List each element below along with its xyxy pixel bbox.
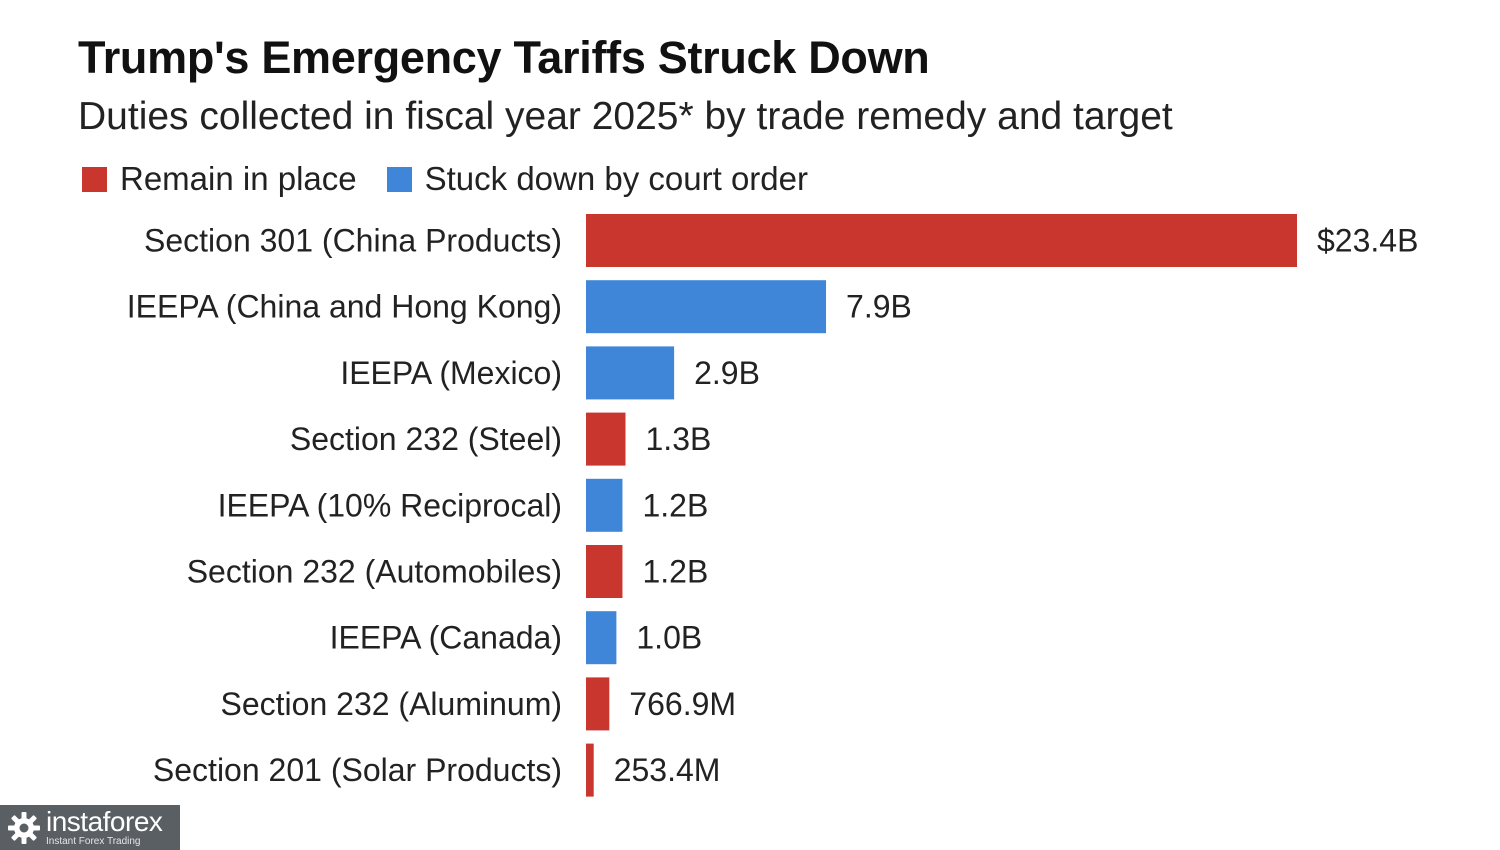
bar: [586, 412, 626, 466]
value-label: $23.4B: [1317, 223, 1418, 259]
category-label: IEEPA (10% Reciprocal): [218, 487, 562, 523]
bar: [586, 280, 827, 334]
value-label: 1.2B: [642, 487, 708, 523]
bar: [586, 677, 610, 731]
bar: [586, 611, 617, 665]
category-label: Section 232 (Automobiles): [187, 554, 562, 590]
legend-label-struck: Stuck down by court order: [424, 160, 808, 197]
value-label: 1.3B: [646, 421, 712, 457]
bar: [586, 478, 623, 532]
category-label: IEEPA (Mexico): [340, 355, 562, 391]
legend-item-remain: Remain in place: [82, 160, 357, 198]
category-label: Section 301 (China Products): [144, 223, 562, 259]
value-label: 253.4M: [614, 752, 721, 788]
category-label: IEEPA (China and Hong Kong): [127, 289, 562, 325]
bar: [586, 214, 1297, 267]
bar: [586, 545, 623, 598]
watermark-brand: instaforex: [46, 806, 163, 837]
gear-icon: [8, 811, 40, 844]
category-label: IEEPA (Canada): [330, 620, 562, 656]
watermark-tagline: Instant Forex Trading: [46, 836, 141, 847]
legend-item-struck: Stuck down by court order: [386, 160, 808, 198]
chart-title: Trump's Emergency Tariffs Struck Down: [78, 32, 930, 83]
value-label: 7.9B: [846, 289, 912, 325]
value-label: 1.2B: [642, 554, 708, 590]
legend-swatch-remain: [82, 166, 107, 192]
category-label: Section 232 (Aluminum): [221, 686, 562, 722]
chart-subtitle: Duties collected in fiscal year 2025* by…: [78, 95, 1173, 138]
watermark-badge: instaforex Instant Forex Trading: [0, 805, 180, 850]
legend-label-remain: Remain in place: [120, 160, 357, 197]
category-label: Section 201 (Solar Products): [153, 752, 562, 788]
chart-legend: Remain in place Stuck down by court orde…: [82, 160, 838, 198]
value-label: 1.0B: [636, 620, 702, 656]
legend-swatch-struck: [386, 166, 412, 192]
bar: [586, 346, 675, 400]
bar: [586, 743, 594, 797]
value-label: 766.9M: [629, 686, 736, 722]
category-label: Section 232 (Steel): [290, 421, 562, 457]
value-label: 2.9B: [694, 355, 760, 391]
